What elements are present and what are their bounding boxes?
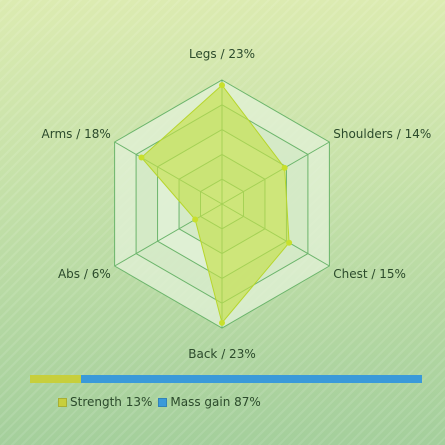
axis-label-legs: Legs / 23%	[189, 47, 255, 61]
axis-label-abs: Abs / 6%	[58, 267, 111, 281]
radar-data	[138, 82, 293, 326]
legend-item-strength: Strength 13%	[58, 395, 152, 409]
split-bar-strength-segment	[30, 375, 81, 383]
legend-label-strength: Strength 13%	[70, 395, 153, 409]
data-point-back	[219, 319, 225, 326]
split-bar-mass-gain-segment	[80, 375, 422, 383]
axis-labels: Legs / 23% Shoulders / 14% Chest / 15% Back…	[42, 47, 432, 361]
data-point-shoulders	[281, 164, 288, 171]
axis-label-chest: Chest / 15%	[333, 267, 406, 281]
data-point-legs	[219, 82, 225, 89]
data-point-arms	[138, 154, 145, 161]
data-point-chest	[286, 239, 293, 246]
legend-swatch-strength	[58, 397, 67, 407]
legend-swatch-mass-gain	[158, 397, 168, 407]
data-point-abs	[192, 216, 199, 223]
axis-label-arms: Arms / 18%	[42, 127, 111, 141]
split-bar	[30, 375, 422, 383]
legend-label-mass-gain: Mass gain 87%	[170, 395, 261, 409]
axis-label-shoulders: Shoulders / 14%	[333, 127, 431, 141]
legend-item-mass-gain: Mass gain 87%	[158, 395, 261, 409]
axis-label-back: Back / 23%	[188, 347, 255, 361]
legend: Strength 13% Mass gain 87%	[58, 395, 267, 409]
